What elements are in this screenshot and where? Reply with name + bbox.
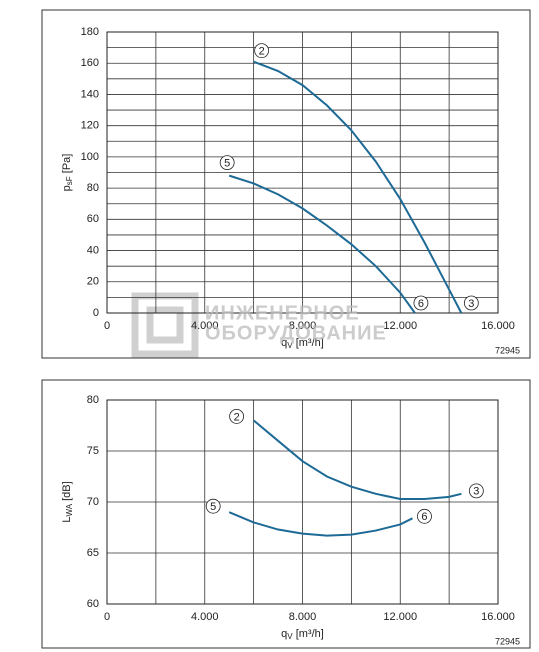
- x-tick-label: 16.000: [481, 320, 515, 332]
- y-axis-label-part: WA: [65, 503, 74, 516]
- watermark-text: ОБОРУДОВАНИЕ: [205, 322, 387, 344]
- x-axis-label-part: [m³/h]: [293, 628, 324, 640]
- y-tick-label: 180: [81, 26, 99, 38]
- x-axis-label-part: q: [281, 628, 287, 640]
- x-axis-label-part: V: [287, 632, 293, 641]
- y-tick-label: 100: [81, 151, 99, 163]
- curve-marker-circle: [219, 155, 235, 171]
- x-tick-label: 4.000: [191, 320, 219, 332]
- y-tick-label: 120: [81, 120, 99, 132]
- y-tick-label: 60: [87, 598, 99, 610]
- x-axis-label: qV [m³/h]: [281, 628, 324, 641]
- figure-code: 72945: [495, 345, 520, 355]
- y-tick-label: 70: [87, 496, 99, 508]
- y-tick-label: 80: [87, 394, 99, 406]
- plot-frame: [106, 31, 499, 314]
- curve-marker-circle: [254, 43, 270, 59]
- curve-marker-circle: [413, 295, 429, 311]
- x-tick-label: 0: [104, 320, 110, 332]
- x-axis-label: qV [m³/h]: [281, 337, 324, 350]
- y-tick-label: 65: [87, 547, 99, 559]
- curve-marker-label: 3: [473, 486, 479, 498]
- y-tick-label: 75: [87, 445, 99, 457]
- curve-marker-circle: [205, 498, 221, 514]
- y-axis-label-part: p: [61, 185, 73, 191]
- curve: [228, 511, 413, 537]
- y-tick-label: 0: [93, 307, 99, 319]
- y-tick-label: 80: [87, 182, 99, 194]
- x-tick-label: 0: [104, 611, 110, 623]
- x-tick-label: 12.000: [383, 320, 417, 332]
- plot-frame: [106, 399, 499, 605]
- y-tick-label: 60: [87, 213, 99, 225]
- curve: [253, 60, 463, 314]
- x-tick-label: 4.000: [191, 611, 219, 623]
- y-tick-label: 160: [81, 57, 99, 69]
- y-tick-label: 20: [87, 276, 99, 288]
- x-axis-label-part: [m³/h]: [293, 337, 324, 349]
- y-tick-label: 140: [81, 88, 99, 100]
- panel-frame: [41, 9, 531, 359]
- curve-marker-circle: [468, 483, 484, 499]
- curve-marker-circle: [417, 508, 432, 524]
- curve-marker-label: 5: [210, 501, 216, 513]
- watermark-text: ИНЖЕНЕРНОЕ: [205, 302, 360, 324]
- y-tick-label: 40: [87, 244, 99, 256]
- figure-code: 72945: [495, 636, 520, 646]
- curve-marker-label: 6: [418, 298, 424, 310]
- watermark-logo: [131, 292, 199, 358]
- curve-marker-label: 3: [468, 298, 474, 310]
- panel-frame: [41, 379, 531, 649]
- y-axis-label-part: [dB]: [61, 481, 73, 504]
- curve-marker-circle: [463, 295, 479, 311]
- y-axis-label-part: [Pa]: [61, 154, 73, 177]
- curve-marker-label: 2: [234, 411, 240, 423]
- curve-marker-label: 5: [224, 158, 230, 170]
- x-axis-label-part: V: [287, 341, 293, 350]
- x-axis-label-part: q: [281, 337, 287, 349]
- x-tick-label: 12.000: [383, 611, 417, 623]
- y-axis-label-part: sF: [65, 176, 74, 185]
- curve: [252, 419, 462, 500]
- curve-marker-circle: [229, 408, 245, 424]
- y-axis-label: psF [Pa]: [61, 154, 74, 192]
- curve-marker-label: 2: [259, 46, 265, 58]
- x-tick-label: 8.000: [289, 320, 317, 332]
- x-tick-label: 8.000: [289, 611, 317, 623]
- y-axis-label: LWA [dB]: [61, 481, 74, 522]
- x-tick-label: 16.000: [481, 611, 515, 623]
- curve: [228, 174, 416, 314]
- y-axis-label-part: L: [61, 517, 73, 523]
- curve-marker-label: 6: [421, 511, 427, 523]
